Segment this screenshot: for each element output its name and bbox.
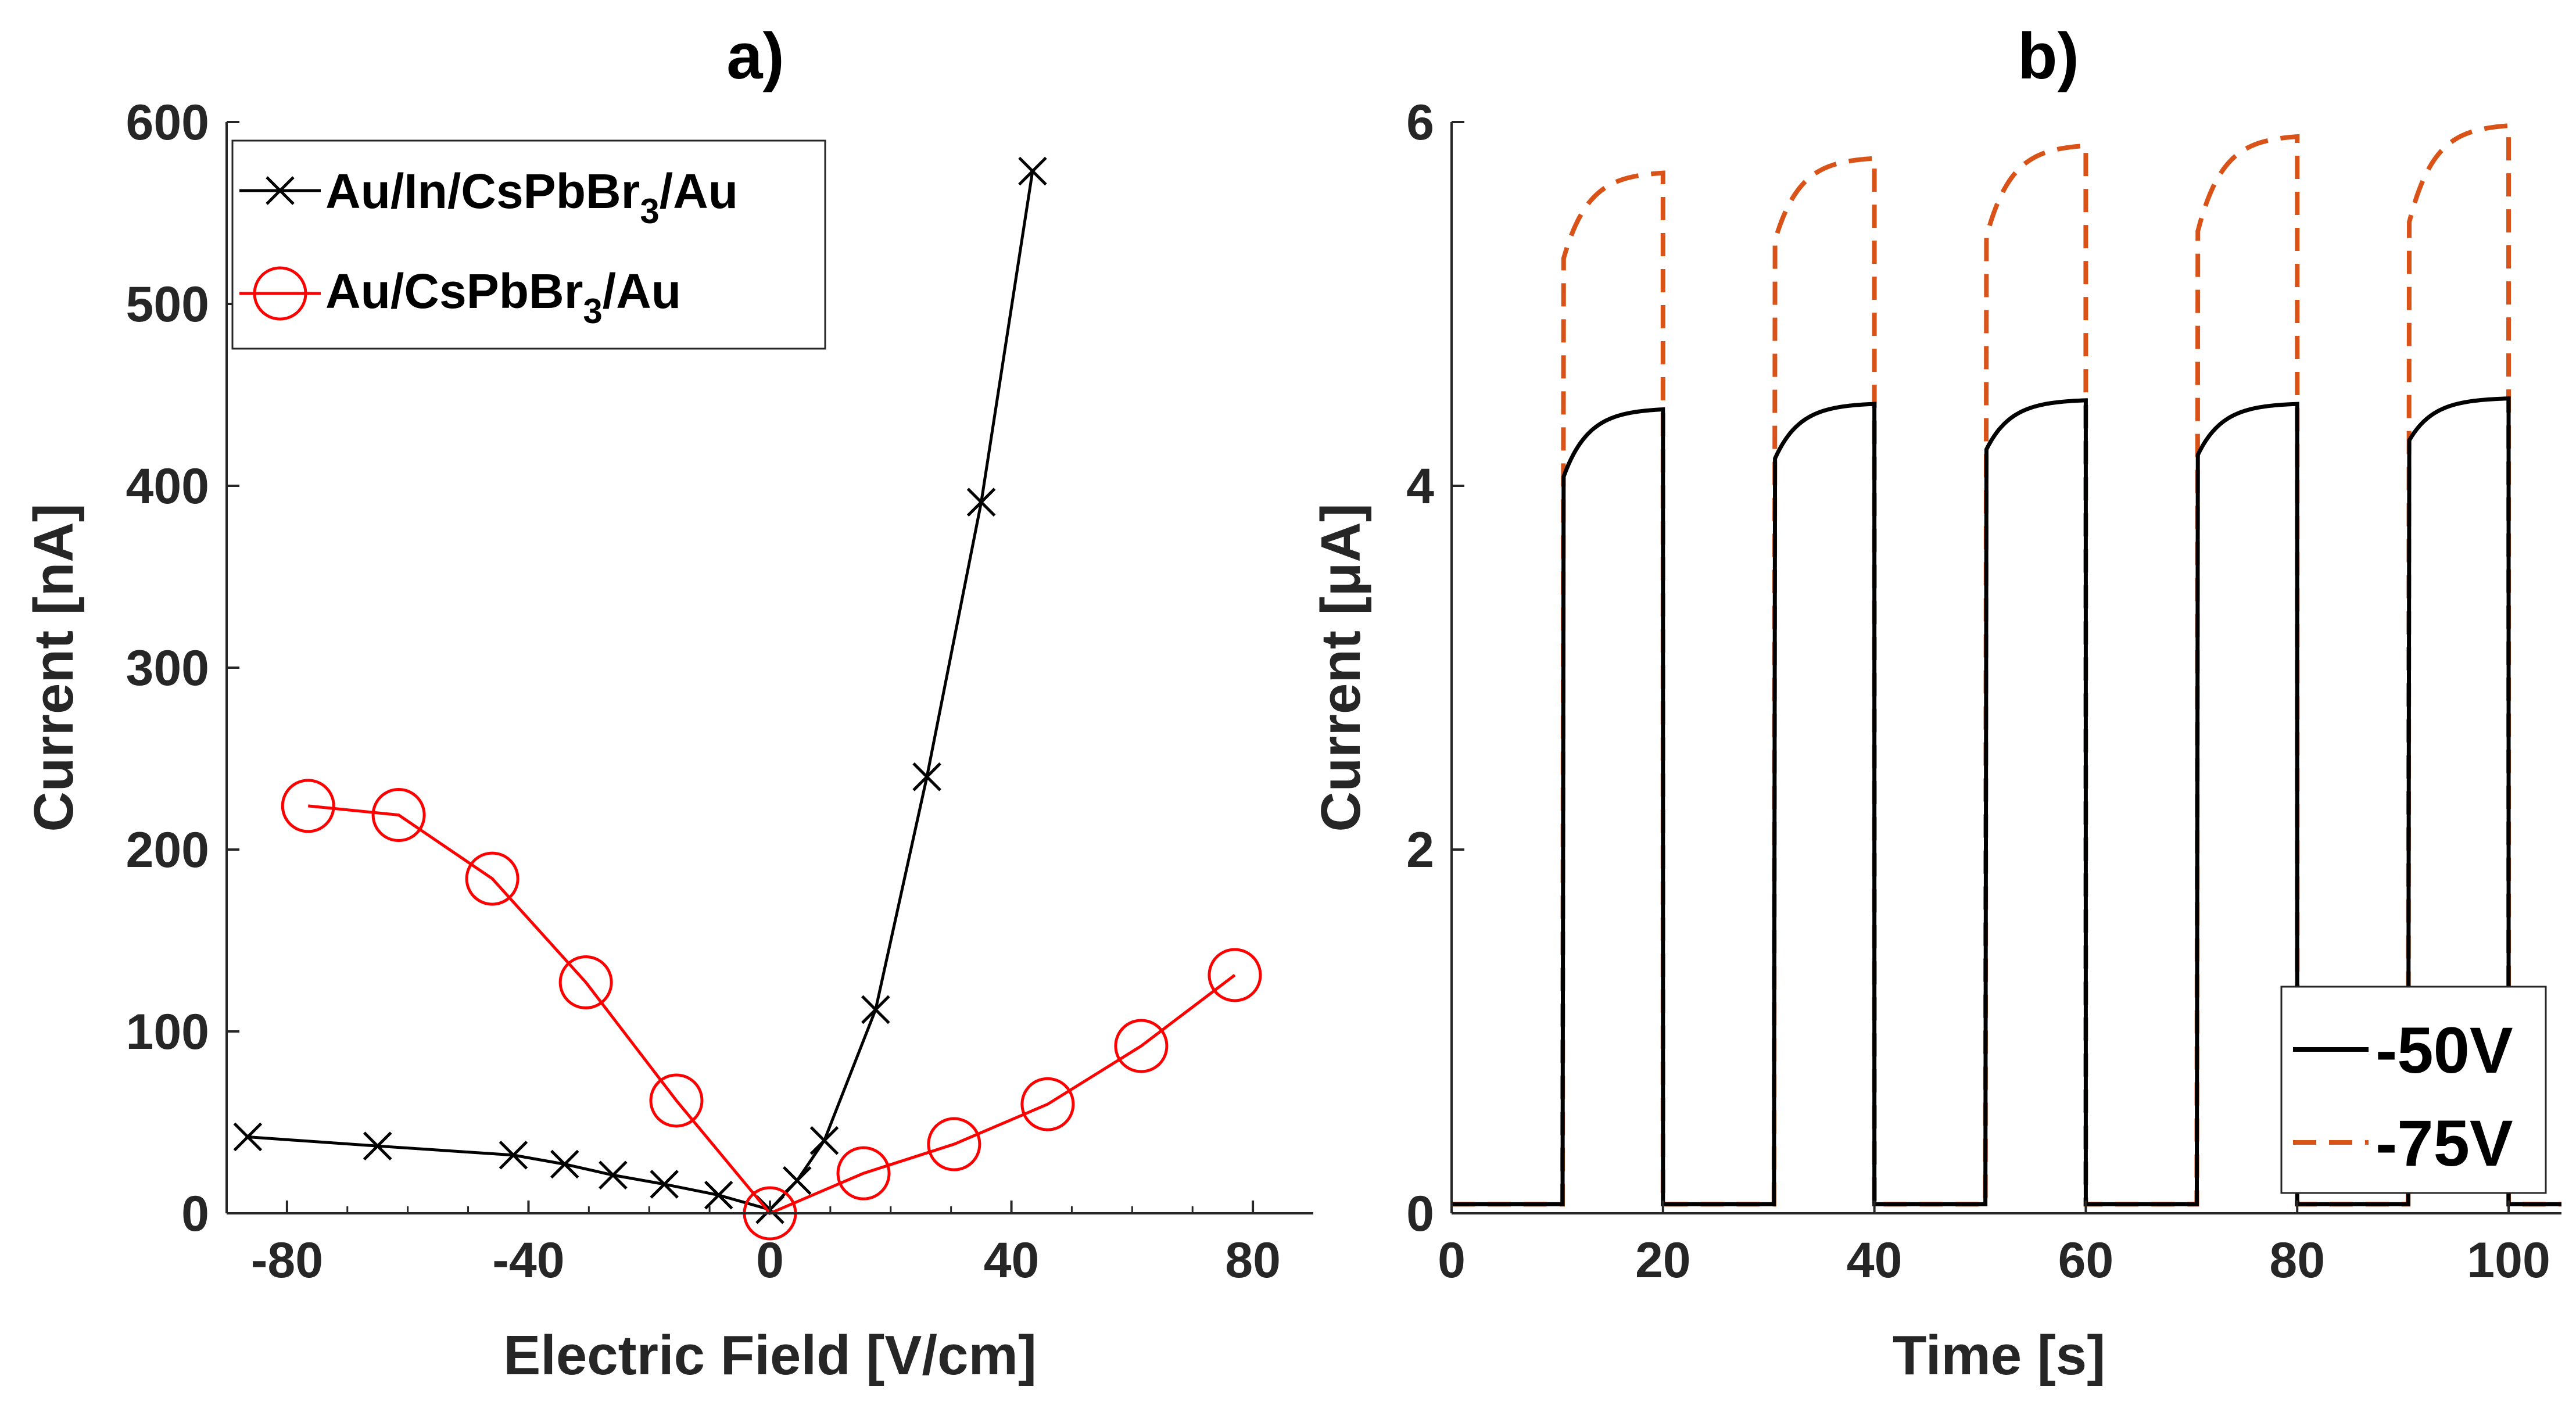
series-line-0 [248, 171, 1034, 1212]
data-point-series-1 [371, 788, 426, 843]
legend-entry-series-0: Au/In/CsPbBr3/Au [239, 164, 738, 231]
data-point-series-1 [1020, 1077, 1075, 1131]
data-point-series-0 [363, 1131, 392, 1160]
panel-a-legend: Au/In/CsPbBr3/Au Au/CsPbBr3/Au [231, 139, 826, 350]
data-point-series-0 [912, 762, 941, 791]
panel-b: b) 0 20 40 60 80 100 0 2 4 6 Time [s] Current [μA… [1310, 20, 2561, 1386]
data-point-series-0 [1018, 156, 1047, 186]
data-point-series-0 [499, 1141, 528, 1170]
data-point-series-0 [233, 1122, 263, 1152]
panel-a-x-tick-label: -80 [251, 1232, 323, 1288]
panel-a-legend-box [231, 139, 826, 350]
legend-marker-series-1 [253, 266, 307, 321]
data-point-series-0 [861, 995, 890, 1024]
panel-b-y-tick-label: 0 [1406, 1186, 1434, 1242]
data-point-series-1 [281, 779, 335, 833]
panel-a-x-tick-label: 80 [1225, 1232, 1281, 1288]
data-point-series-0 [966, 488, 996, 517]
panel-a-x-tick-label: 0 [756, 1232, 784, 1288]
panel-a-y-tick-label: 0 [181, 1186, 209, 1242]
series-line-b-1 [1452, 123, 2561, 1207]
legend-entry-b-series-1: -75V [2293, 1107, 2513, 1180]
data-point-series-0 [599, 1160, 628, 1190]
panel-b-x-tick-label: 0 [1438, 1232, 1466, 1288]
panel-a-x-tick-label: 40 [984, 1232, 1040, 1288]
panel-b-legend: -50V -75V [2280, 986, 2547, 1194]
panel-a-y-label: Current [nA] [23, 503, 85, 832]
legend-entry-series-1: Au/CsPbBr3/Au [239, 264, 681, 331]
panel-b-x-label: Time [s] [1893, 1324, 2105, 1386]
panel-b-y-tick-label: 2 [1406, 822, 1434, 878]
panel-b-x-tick-label: 20 [1635, 1232, 1691, 1288]
legend-marker-series-0 [266, 176, 295, 205]
data-point-series-0 [704, 1180, 733, 1210]
data-point-series-1 [465, 851, 520, 906]
panel-b-plot-area [1452, 123, 2561, 1207]
panel-b-x-tick-label: 100 [2467, 1232, 2550, 1288]
panel-a: a) -80 -40 0 40 80 0 100 200 300 400 500 600 Electr… [23, 20, 1313, 1386]
panel-b-y-tick-label: 4 [1406, 458, 1434, 514]
data-point-series-1 [927, 1117, 981, 1171]
panel-b-x-tick-label: 40 [1847, 1232, 1903, 1288]
data-point-series-1 [836, 1146, 891, 1201]
data-point-series-1 [649, 1073, 704, 1128]
panel-b-y-label: Current [μA] [1310, 503, 1372, 832]
legend-label-b-series-0: -50V [2376, 1014, 2513, 1087]
panel-a-y-tick-label: 100 [126, 1004, 210, 1060]
data-point-series-0 [550, 1149, 579, 1179]
data-point-series-1 [558, 955, 613, 1009]
legend-label-b-series-1: -75V [2376, 1107, 2513, 1180]
panel-b-title: b) [2018, 20, 2079, 92]
panel-a-y-tick-label: 300 [126, 640, 210, 696]
data-point-series-0 [782, 1166, 812, 1195]
data-point-series-1 [1208, 948, 1262, 1002]
panel-b-x-tick-label: 80 [2269, 1232, 2325, 1288]
panel-b-x-tick-label: 60 [2058, 1232, 2114, 1288]
series-line-1 [308, 804, 1236, 1216]
panel-a-y-tick-label: 400 [126, 458, 210, 514]
panel-a-x-tick-label: -40 [492, 1232, 564, 1288]
legend-entry-b-series-0: -50V [2293, 1014, 2513, 1087]
panel-b-legend-box [2280, 986, 2547, 1194]
legend-label-series-0: Au/In/CsPbBr3/Au [325, 164, 738, 231]
panel-a-y-tick-label: 500 [126, 277, 210, 332]
panel-a-title: a) [726, 20, 784, 92]
data-point-series-1 [1114, 1019, 1169, 1073]
data-point-series-0 [650, 1170, 679, 1199]
panel-a-ticks: -80 -40 0 40 80 0 100 200 300 400 500 600 [126, 95, 1281, 1288]
panel-a-x-label: Electric Field [V/cm] [503, 1324, 1037, 1386]
data-point-series-0 [809, 1126, 839, 1155]
panel-a-y-tick-label: 200 [126, 822, 210, 878]
series-line-b-0 [1452, 396, 2561, 1206]
panel-a-y-tick-label: 600 [126, 95, 210, 151]
panel-b-ticks: 0 20 40 60 80 100 0 2 4 6 [1406, 95, 2550, 1288]
legend-label-series-1: Au/CsPbBr3/Au [325, 264, 681, 331]
panel-b-y-tick-label: 6 [1406, 95, 1434, 151]
